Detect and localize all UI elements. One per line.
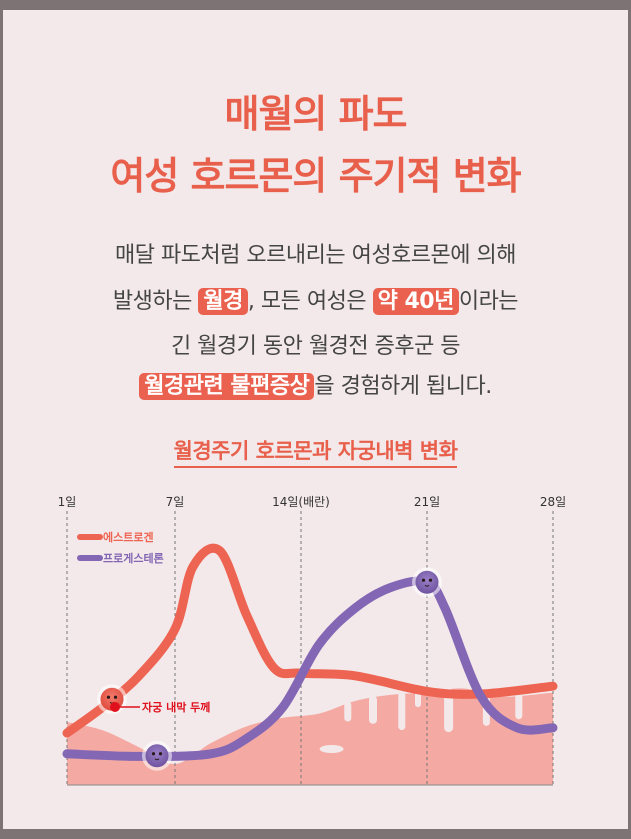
lining-gap [398, 692, 406, 731]
legend-label: 프로게스테론 [103, 551, 164, 565]
frame-top [0, 0, 631, 10]
highlight-menstruation: 월경 [198, 288, 248, 315]
title-line1: 매월의 파도 [224, 92, 407, 136]
body-line2-post: 이라는 [458, 289, 519, 314]
cell-marker [412, 567, 442, 598]
x-tick-label: 1일 [58, 495, 77, 509]
legend-label: 에스트로겐 [103, 530, 154, 544]
x-tick-label: 7일 [166, 495, 185, 509]
body-line2-pre: 발생하는 [112, 289, 199, 314]
frame-bottom [0, 829, 631, 839]
body-line3: 긴 월경기 동안 월경전 증후군 등 [170, 334, 461, 359]
x-tick-label: 14일(배란) [272, 495, 330, 509]
body-line4-post: 을 경험하게 됩니다. [314, 374, 492, 399]
highlight-40-years: 약 40년 [372, 288, 459, 315]
chart-subtitle-text: 월경주기 호르몬과 자궁내벽 변화 [173, 439, 458, 468]
lining-gap [319, 745, 344, 753]
frame-right [628, 0, 631, 839]
body-line1: 매달 파도처럼 오르내리는 여성호르몬에 의해 [114, 243, 517, 268]
annotation-endometrium: 자궁 내막 두께 [142, 700, 210, 714]
body-line2: 발생하는 월경, 모든 여성은 약 40년 이라는 [0, 283, 631, 315]
series-area-endometrium [67, 688, 553, 785]
lining-gap [415, 691, 421, 708]
lining-gap [344, 701, 352, 722]
lining-gap [515, 693, 523, 720]
body-line4: 월경관련 불편증상 을 경험하게 됩니다. [0, 368, 631, 400]
x-tick-label: 21일 [414, 495, 440, 509]
body-line2-mid: , 모든 여성은 [247, 289, 373, 314]
series-line-progesterone [62, 576, 558, 761]
lining-gap [369, 695, 377, 724]
highlight-symptoms: 월경관련 불편증상 [139, 373, 315, 400]
frame-left [0, 0, 3, 839]
chart-subtitle: 월경주기 호르몬과 자궁내벽 변화 [0, 435, 631, 468]
cell-marker [142, 740, 172, 771]
title-line2: 여성 호르몬의 주기적 변화 [110, 154, 521, 198]
lining-gap [444, 688, 454, 733]
x-tick-label: 28일 [540, 495, 566, 509]
series-line-estrogen [62, 543, 558, 738]
